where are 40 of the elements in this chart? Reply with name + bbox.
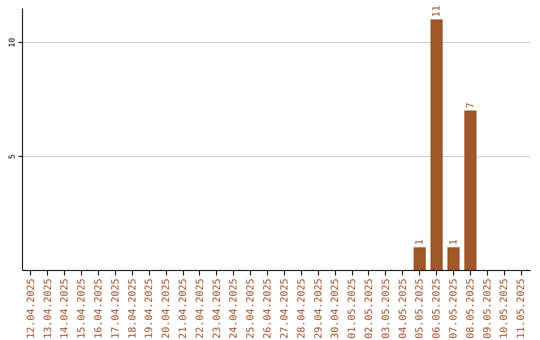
x-tick-label: 13.04.2025 xyxy=(42,278,54,339)
data-label: 1 xyxy=(448,239,460,246)
y-tick-label: 5 xyxy=(8,154,16,159)
x-tick-label: 28.04.2025 xyxy=(296,278,308,339)
bar xyxy=(430,19,443,270)
x-tick-label: 24.04.2025 xyxy=(228,278,240,339)
bar xyxy=(447,247,460,270)
data-label: 11 xyxy=(432,5,443,18)
x-tick-label: 04.05.2025 xyxy=(398,278,409,339)
x-tick-label: 10.05.2025 xyxy=(499,278,510,339)
bar xyxy=(464,110,477,270)
x-tick-label: 03.05.2025 xyxy=(380,278,392,339)
x-tick-label: 19.04.2025 xyxy=(144,278,156,339)
x-tick-label: 11.05.2025 xyxy=(516,278,528,339)
x-tick-label: 22.04.2025 xyxy=(194,278,206,339)
x-tick-label: 25.04.2025 xyxy=(246,278,257,339)
x-tick-label: 29.04.2025 xyxy=(313,278,324,339)
bar xyxy=(414,247,426,270)
x-tick-label: 09.05.2025 xyxy=(482,278,494,339)
x-tick-label: 18.04.2025 xyxy=(127,278,138,339)
x-tick-label: 16.04.2025 xyxy=(93,278,104,339)
y-tick-label: 10 xyxy=(8,38,16,48)
x-tick-label: 21.04.2025 xyxy=(178,278,190,339)
data-label: 7 xyxy=(465,102,476,109)
x-tick-label: 06.05.2025 xyxy=(432,278,443,339)
x-tick-label: 26.04.2025 xyxy=(262,278,274,339)
x-tick-label: 17.04.2025 xyxy=(110,278,122,339)
x-tick-label: 27.04.2025 xyxy=(279,278,290,339)
x-tick-label: 23.04.2025 xyxy=(212,278,223,339)
data-label: 1 xyxy=(414,239,426,246)
x-tick-label: 20.04.2025 xyxy=(161,278,172,339)
x-tick-label: 01.05.2025 xyxy=(347,278,358,339)
x-tick-label: 07.05.2025 xyxy=(448,278,460,339)
x-tick-label: 15.04.2025 xyxy=(76,278,88,339)
x-tick-label: 08.05.2025 xyxy=(465,278,476,339)
x-tick-label: 30.04.2025 xyxy=(330,278,342,339)
x-tick-label: 05.05.2025 xyxy=(414,278,426,339)
x-tick-label: 14.04.2025 xyxy=(60,278,71,339)
x-tick-label: 02.05.2025 xyxy=(364,278,375,339)
x-tick-label: 12.04.2025 xyxy=(26,278,37,339)
